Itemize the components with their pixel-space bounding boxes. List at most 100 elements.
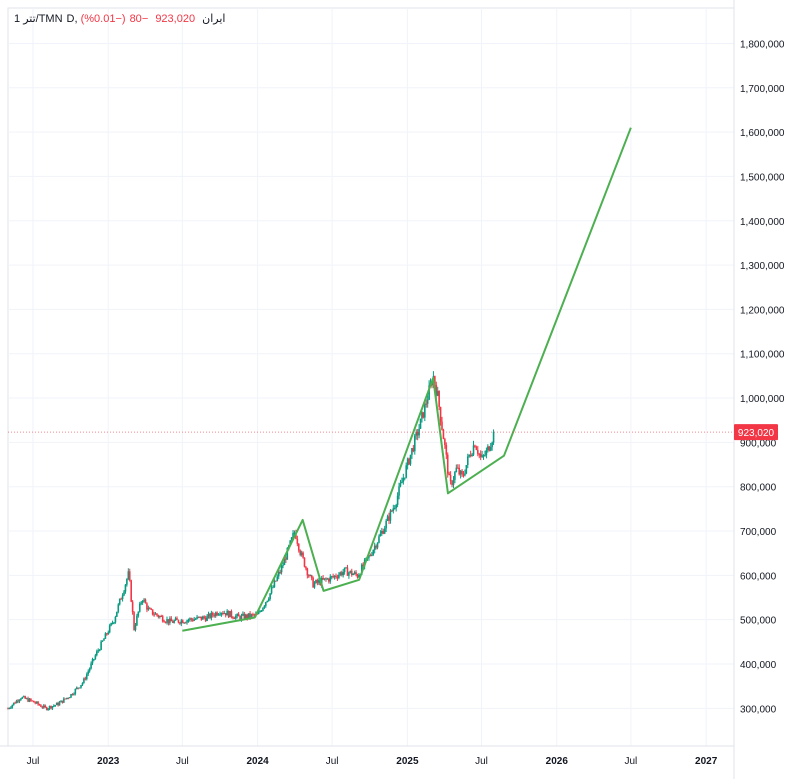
candle-body	[469, 454, 472, 457]
candle-body	[265, 602, 267, 606]
candle-body	[442, 429, 445, 440]
candle-body	[267, 598, 270, 601]
candle-body	[130, 580, 132, 602]
candle-body	[310, 575, 313, 578]
candle-body	[77, 687, 79, 689]
candle-body	[401, 481, 403, 484]
candle-body	[38, 704, 41, 706]
x-tick-label: 2025	[396, 756, 419, 767]
candle-body	[213, 615, 216, 617]
candle-body	[51, 706, 54, 709]
candle-body	[103, 638, 105, 641]
candle-body	[21, 697, 24, 699]
candle-body	[177, 619, 180, 623]
candle-body	[441, 421, 443, 430]
candle-body	[61, 700, 64, 703]
candle-body	[454, 471, 456, 480]
grid	[0, 0, 735, 779]
candle-body	[297, 543, 300, 551]
candle-body	[232, 616, 234, 619]
candle-body	[342, 572, 344, 576]
candle-body	[300, 552, 303, 555]
candle-body	[455, 467, 458, 472]
plot-border	[7, 7, 735, 747]
x-tick-label: Jul	[326, 756, 339, 767]
candle-body	[475, 447, 478, 450]
candle-body	[345, 567, 347, 569]
candle-body	[326, 578, 329, 580]
candle-body	[87, 671, 90, 675]
candle-body	[395, 504, 397, 509]
candle-body	[183, 622, 185, 624]
candle-body	[309, 575, 312, 577]
candle-body	[214, 612, 217, 617]
candle-body	[348, 572, 350, 576]
candle-body	[383, 528, 386, 534]
candle-body	[452, 479, 455, 486]
y-tick-label: 700,000	[740, 527, 777, 538]
candle-body	[458, 467, 460, 475]
candle-body	[323, 578, 326, 580]
candle-body	[20, 698, 22, 700]
candle-body	[376, 542, 379, 548]
candle-body	[360, 564, 363, 575]
candle-body	[402, 477, 405, 482]
candle-body	[243, 613, 246, 619]
candle-body	[136, 615, 138, 626]
candle-body	[230, 611, 233, 617]
y-tick-label: 800,000	[740, 483, 777, 494]
candle-body	[289, 540, 291, 546]
candle-body	[325, 578, 327, 580]
candle-body	[163, 621, 165, 623]
candle-body	[285, 558, 287, 560]
candle-body	[200, 616, 203, 620]
candle-body	[30, 698, 32, 701]
candle-body	[80, 685, 82, 688]
candle-body	[143, 599, 145, 602]
candle-body	[328, 578, 330, 582]
candle-body	[180, 620, 183, 624]
candle-body	[209, 613, 211, 619]
candle-body	[110, 623, 112, 626]
candle-body	[305, 566, 307, 569]
candle-body	[303, 557, 306, 567]
candle-body	[226, 610, 228, 616]
last-price-badge-label: 923,020	[738, 428, 775, 439]
candle-body	[159, 616, 161, 618]
trend-line	[182, 127, 632, 632]
candle-body	[451, 481, 453, 486]
candle-body	[47, 708, 49, 710]
candle-body	[216, 612, 218, 616]
candle-body	[461, 470, 463, 475]
candle-body	[416, 431, 419, 436]
candle-body	[293, 532, 296, 534]
candle-body	[434, 376, 436, 385]
candle-body	[350, 570, 353, 576]
candle-body	[237, 613, 240, 617]
candle-body	[332, 576, 334, 578]
candle-body	[32, 700, 35, 703]
y-tick-label: 400,000	[740, 660, 777, 671]
candle-body	[160, 616, 163, 618]
candle-body	[292, 533, 294, 538]
candle-body	[151, 609, 154, 615]
candle-body	[445, 445, 448, 455]
x-tick-label: 2024	[247, 756, 270, 767]
candle-body	[45, 707, 48, 710]
candle-body	[154, 613, 157, 615]
candle-body	[379, 533, 382, 537]
candle-body	[25, 698, 28, 700]
candle-body	[202, 616, 204, 620]
y-tick-label: 1,300,000	[740, 261, 785, 272]
y-tick-label: 1,600,000	[740, 128, 785, 139]
candle-body	[286, 547, 289, 560]
candle-body	[48, 706, 51, 709]
candles	[7, 371, 495, 711]
candle-body	[276, 576, 279, 581]
candle-body	[67, 697, 69, 699]
candle-body	[234, 616, 237, 619]
candle-body	[224, 613, 227, 616]
x-tick-label: Jul	[624, 756, 637, 767]
candle-body	[55, 702, 58, 706]
